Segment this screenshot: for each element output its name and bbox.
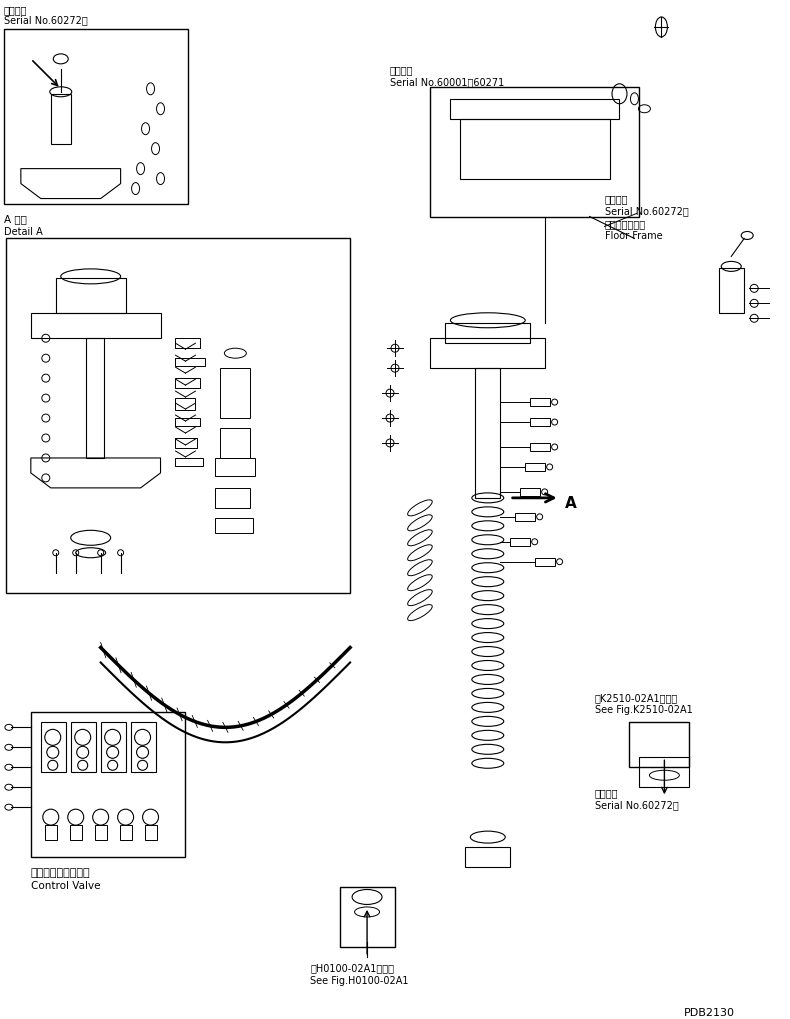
Text: フロアフレーム: フロアフレーム bbox=[604, 219, 645, 229]
Bar bbox=[530, 419, 550, 427]
Bar bbox=[31, 314, 160, 339]
Bar bbox=[6, 239, 350, 593]
Bar bbox=[430, 88, 639, 217]
Text: Serial No.60001～60271: Serial No.60001～60271 bbox=[390, 76, 504, 87]
Bar bbox=[530, 398, 550, 407]
Bar bbox=[175, 379, 201, 388]
Bar bbox=[51, 95, 71, 145]
Bar bbox=[475, 369, 500, 498]
Text: Serial No.60272～: Serial No.60272～ bbox=[604, 206, 688, 216]
Bar bbox=[130, 722, 156, 772]
Text: Control Valve: Control Valve bbox=[31, 880, 100, 891]
Bar bbox=[175, 419, 201, 427]
Bar bbox=[525, 464, 544, 472]
Text: 適用号機: 適用号機 bbox=[4, 5, 28, 15]
Bar bbox=[175, 339, 201, 348]
Text: Serial No.60272～: Serial No.60272～ bbox=[4, 15, 88, 24]
Bar bbox=[535, 558, 555, 567]
Text: Serial No.60272～: Serial No.60272～ bbox=[595, 800, 679, 809]
Text: See Fig.K2510-02A1: See Fig.K2510-02A1 bbox=[595, 705, 692, 714]
Bar bbox=[70, 825, 81, 841]
Text: 適用号機: 適用号機 bbox=[604, 195, 628, 205]
Text: Floor Frame: Floor Frame bbox=[604, 231, 662, 242]
Bar bbox=[175, 438, 198, 448]
Bar bbox=[85, 339, 103, 459]
Bar bbox=[510, 538, 530, 546]
Bar bbox=[41, 722, 66, 772]
Bar bbox=[56, 279, 126, 314]
Bar bbox=[145, 825, 156, 841]
Bar bbox=[216, 519, 254, 533]
Text: Detail A: Detail A bbox=[4, 227, 43, 237]
Bar bbox=[719, 269, 744, 314]
Bar bbox=[340, 888, 395, 947]
Text: PDB2130: PDB2130 bbox=[684, 1007, 735, 1017]
Bar bbox=[465, 847, 510, 867]
Text: 第H0100-02A1図参照: 第H0100-02A1図参照 bbox=[310, 962, 394, 972]
Bar bbox=[515, 514, 535, 522]
Bar bbox=[216, 488, 250, 508]
Bar bbox=[31, 712, 186, 857]
Text: 適用号機: 適用号機 bbox=[390, 65, 413, 74]
Bar bbox=[520, 488, 540, 496]
Bar bbox=[4, 30, 189, 205]
Bar bbox=[630, 722, 690, 767]
Text: 適用号機: 適用号機 bbox=[595, 788, 618, 798]
Bar bbox=[175, 398, 195, 411]
Bar bbox=[175, 359, 205, 367]
Bar bbox=[216, 459, 255, 477]
Bar bbox=[220, 369, 250, 419]
Bar bbox=[445, 324, 530, 343]
Bar bbox=[71, 722, 96, 772]
Text: See Fig.H0100-02A1: See Fig.H0100-02A1 bbox=[310, 975, 408, 984]
Bar bbox=[95, 825, 107, 841]
Bar bbox=[460, 119, 610, 179]
Bar bbox=[430, 339, 544, 369]
Bar bbox=[220, 429, 250, 459]
Bar bbox=[100, 722, 126, 772]
Bar bbox=[45, 825, 57, 841]
Bar bbox=[639, 757, 690, 788]
Bar bbox=[119, 825, 132, 841]
Text: A 詳細: A 詳細 bbox=[4, 214, 27, 224]
Bar bbox=[175, 459, 204, 467]
Bar bbox=[530, 443, 550, 451]
Text: A: A bbox=[565, 495, 577, 511]
Text: 第K2510-02A1図参超: 第K2510-02A1図参超 bbox=[595, 693, 678, 703]
Bar bbox=[450, 100, 619, 119]
Text: コントロールバルブ: コントロールバルブ bbox=[31, 867, 90, 877]
